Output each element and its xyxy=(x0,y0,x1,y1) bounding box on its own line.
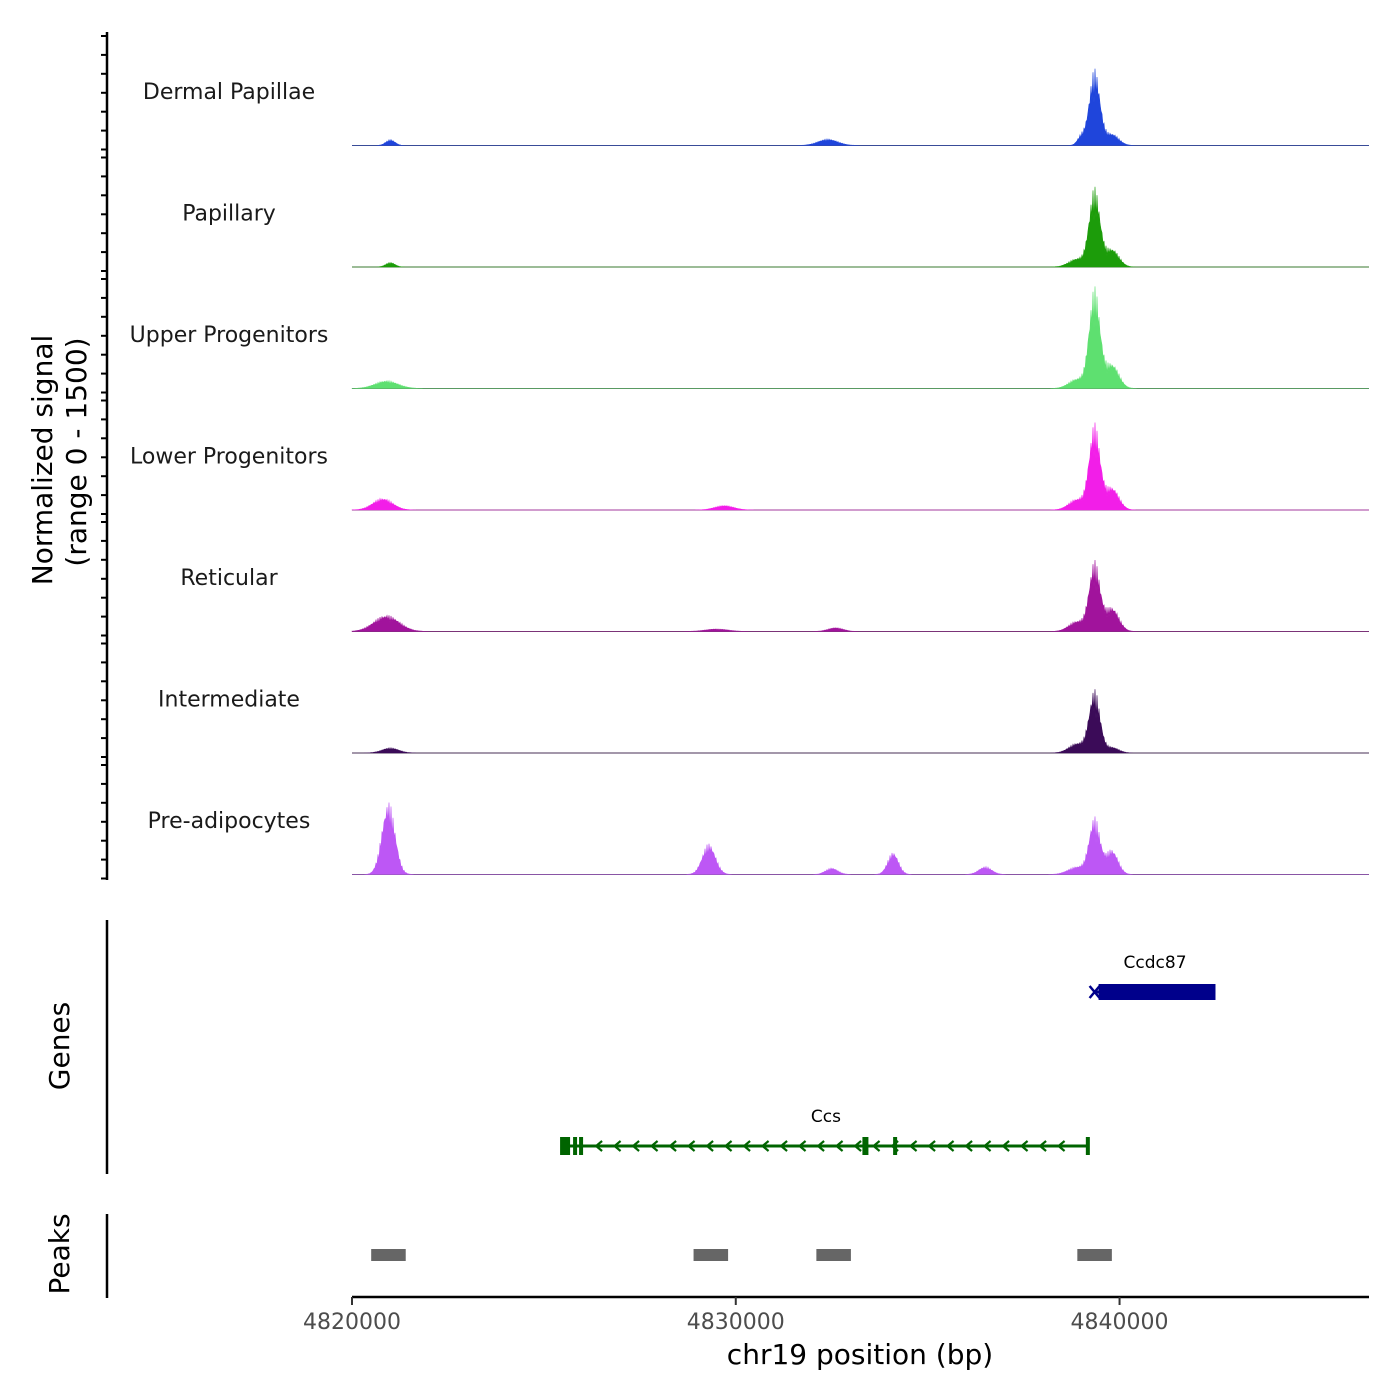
gene-strand-arrow xyxy=(631,1140,640,1152)
gene-strand-arrow xyxy=(760,1140,770,1152)
coverage-y-axis xyxy=(101,32,109,880)
coverage-area xyxy=(352,186,1369,268)
gene-strand-arrow xyxy=(705,1140,714,1152)
peak-region xyxy=(371,1249,406,1261)
gene-exon xyxy=(1098,984,1216,1000)
track-label: Intermediate xyxy=(158,688,300,713)
coverage-area xyxy=(352,689,1369,754)
coverage-track: Intermediate xyxy=(158,688,1369,754)
coverage-track: Reticular xyxy=(180,559,1369,632)
gene-strand-arrow xyxy=(853,1140,862,1152)
gene-strand-arrow xyxy=(982,1140,992,1152)
gene-strand-arrow xyxy=(945,1140,955,1152)
gene-label: Ccdc87 xyxy=(1124,953,1187,973)
gene-model: Ccs xyxy=(560,1107,1090,1155)
coverage-area xyxy=(351,422,1369,511)
x-tick-label: 4840000 xyxy=(1071,1310,1169,1335)
track-label: Reticular xyxy=(180,566,278,591)
gene-strand-arrow xyxy=(1038,1140,1047,1152)
y-axis-title-line2: (range 0 - 1500) xyxy=(60,337,93,566)
gene-exon xyxy=(1085,1137,1090,1155)
peaks-track-label: Peaks xyxy=(43,1213,76,1294)
gene-strand-arrow xyxy=(816,1140,825,1152)
x-tick-label: 4830000 xyxy=(687,1310,785,1335)
gene-strand-arrow xyxy=(1001,1140,1010,1152)
gene-exon xyxy=(893,1137,898,1155)
gene-strand-arrow xyxy=(1056,1140,1066,1152)
gene-strand-arrow xyxy=(742,1140,751,1152)
coverage-area xyxy=(351,286,1369,389)
coverage-track: Upper Progenitors xyxy=(130,286,1369,389)
gene-strand-arrow xyxy=(908,1140,918,1152)
gene-model: Ccdc87 xyxy=(1088,953,1216,1000)
x-axis-title: chr19 position (bp) xyxy=(727,1338,993,1371)
gene-strand-arrow xyxy=(1019,1140,1029,1152)
peak-region xyxy=(1077,1249,1112,1261)
coverage-area xyxy=(352,68,1369,146)
gene-strand-arrow xyxy=(686,1140,696,1152)
coverage-area xyxy=(351,559,1369,632)
x-axis-ticks: 4820000 4830000 4840000 xyxy=(303,1297,1169,1335)
gene-strand-arrow xyxy=(871,1140,881,1152)
track-label: Lower Progenitors xyxy=(130,445,328,470)
gene-strand-arrow xyxy=(668,1140,677,1152)
genes-track-label: Genes xyxy=(43,1002,76,1090)
coverage-track: Lower Progenitors xyxy=(130,422,1369,511)
gene-strand-arrow xyxy=(649,1140,659,1152)
gene-strand-arrow xyxy=(890,1140,899,1152)
coverage-tracks: Dermal Papillae Papillary Upper Progenitor… xyxy=(130,68,1369,875)
gene-label: Ccs xyxy=(811,1107,841,1127)
gene-strand-arrow xyxy=(797,1140,807,1152)
gene-strand-arrow xyxy=(594,1140,603,1152)
y-axis-title: Normalized signal (range 0 - 1500) xyxy=(26,335,93,586)
gene-strand-arrow xyxy=(1088,985,1101,999)
y-axis-title-line1: Normalized signal xyxy=(26,335,59,586)
coverage-area xyxy=(352,802,1369,875)
gene-exon xyxy=(579,1137,584,1155)
gene-exon xyxy=(560,1137,571,1155)
track-label: Dermal Papillae xyxy=(143,80,315,105)
peak-regions xyxy=(371,1249,1112,1261)
coverage-track: Papillary xyxy=(182,186,1369,268)
gene-strand-arrow xyxy=(927,1140,936,1152)
coverage-track: Dermal Papillae xyxy=(143,68,1369,146)
peak-region xyxy=(816,1249,851,1261)
gene-strand-arrow xyxy=(964,1140,973,1152)
track-label: Pre-adipocytes xyxy=(148,809,311,834)
gene-annotations: Ccdc87 Ccs xyxy=(560,953,1216,1155)
coverage-track: Pre-adipocytes xyxy=(148,802,1369,875)
gene-strand-arrow xyxy=(723,1140,733,1152)
gene-exon xyxy=(862,1137,869,1155)
track-label: Papillary xyxy=(182,202,276,227)
track-label: Upper Progenitors xyxy=(130,323,329,348)
gene-strand-arrow xyxy=(612,1140,622,1152)
peak-region xyxy=(693,1249,729,1261)
gene-strand-arrow xyxy=(834,1140,844,1152)
gene-strand-arrow xyxy=(779,1140,788,1152)
gene-exon xyxy=(573,1137,578,1155)
x-tick-label: 4820000 xyxy=(303,1310,401,1335)
